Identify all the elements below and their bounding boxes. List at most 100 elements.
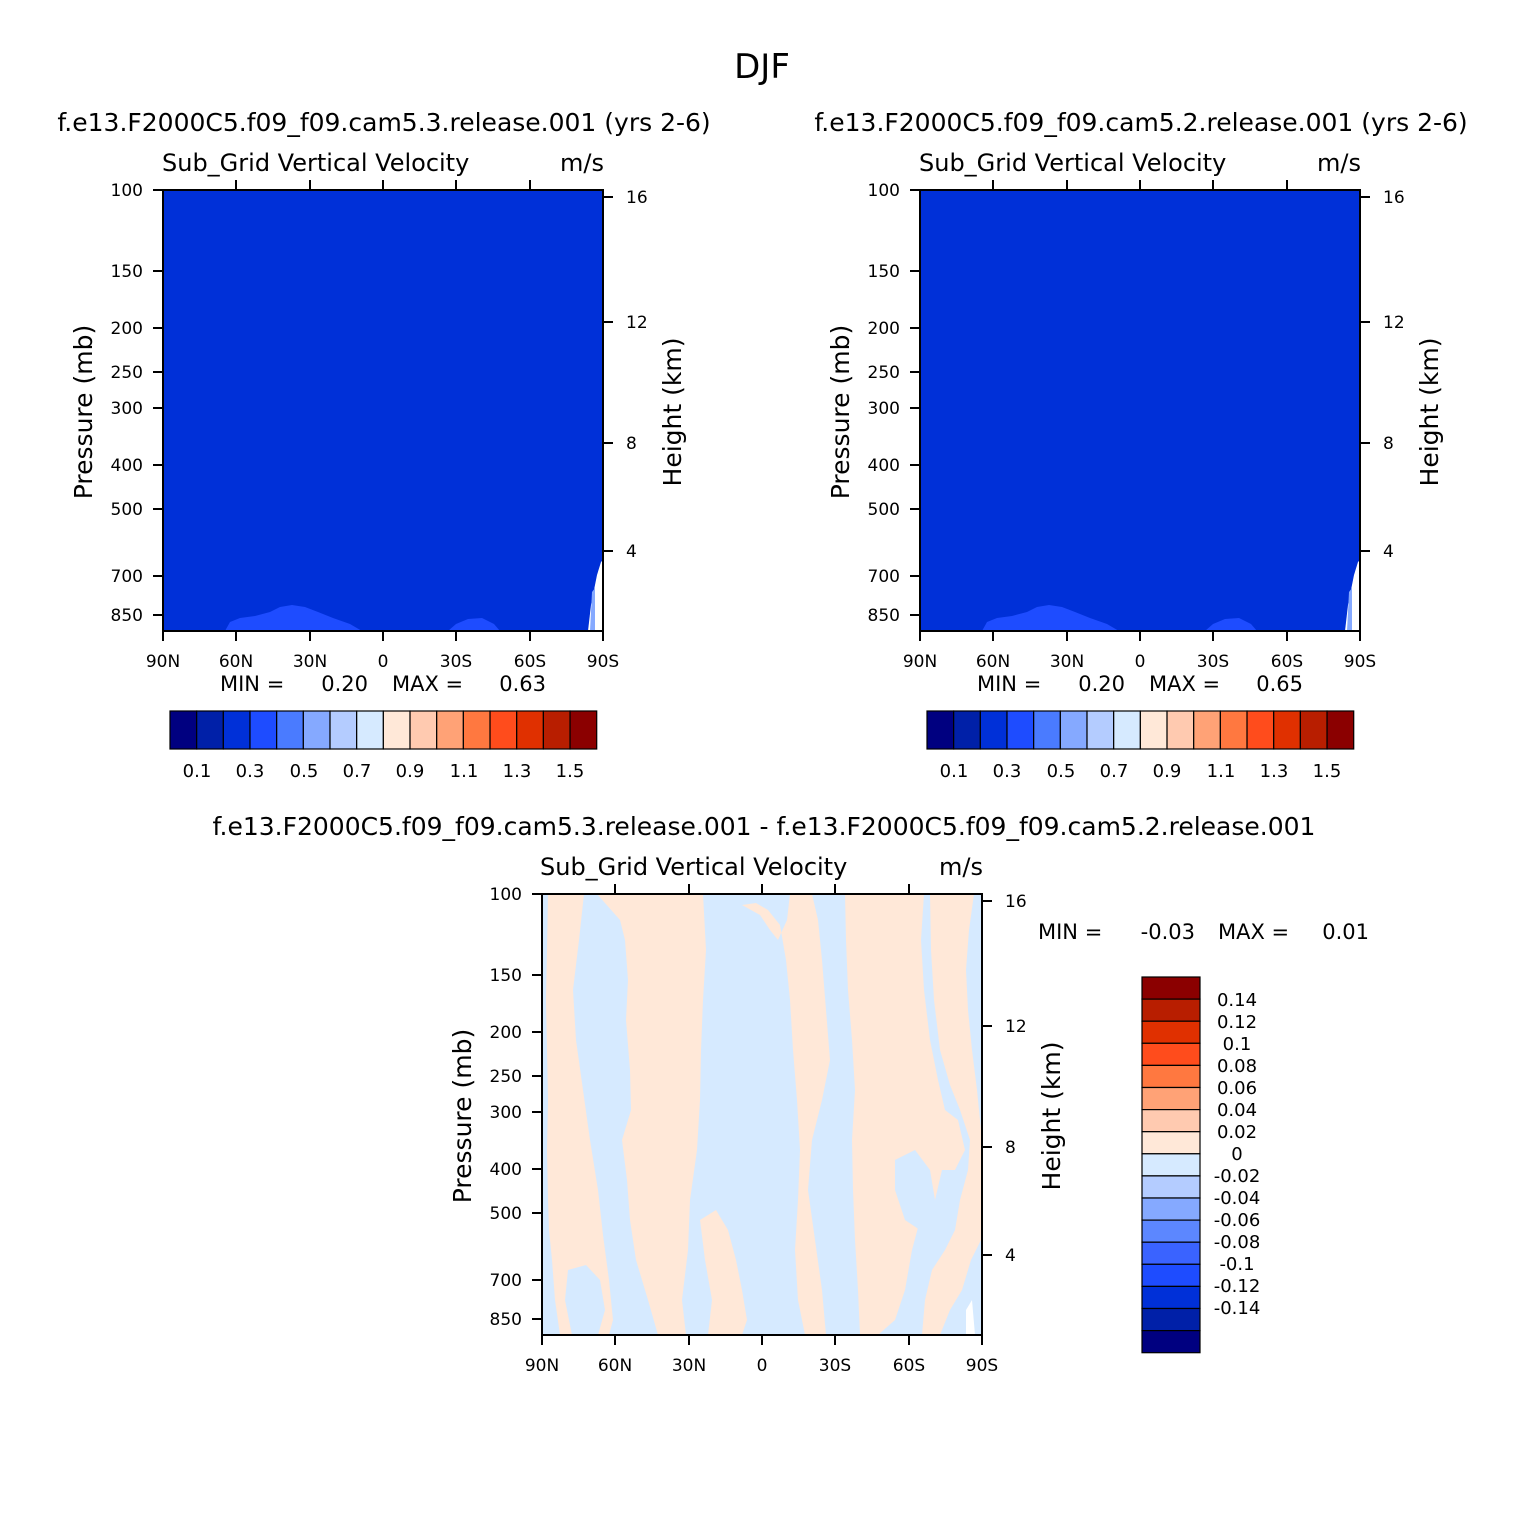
panel-2-ytick-label: 500 — [868, 500, 900, 520]
panel-1: f.e13.F2000C5.f09_f09.cam5.3.release.001… — [57, 108, 710, 782]
panel-1-y2tick-label: 8 — [626, 434, 637, 454]
panel-2-colorbar-label: 0.7 — [1100, 761, 1129, 782]
panel-3-fill-negative-pocket — [895, 1150, 935, 1230]
panel-1-xtick-label: 60N — [219, 652, 253, 672]
panel-2-y2tick-label: 4 — [1383, 542, 1394, 562]
colorbar-swatch — [1059, 710, 1088, 750]
panel-1-contour-field — [163, 190, 603, 631]
panel-3-colorbar-label: 0.02 — [1217, 1122, 1257, 1143]
colorbar-swatch — [1141, 1219, 1201, 1243]
panel-3-x-tick-labels: 90N 60N 30N 0 30S 60S 90S — [525, 1356, 998, 1376]
panel-1-ytick-label: 700 — [111, 567, 143, 587]
panel-3-ytick-label: 500 — [490, 1204, 522, 1224]
panel-3-xtick-label: 30N — [672, 1356, 706, 1376]
panel-3-colorbar-label: -0.02 — [1214, 1166, 1261, 1187]
colorbar-swatch — [356, 710, 384, 750]
colorbar-swatch — [1166, 710, 1195, 750]
panel-3-colorbar-label: -0.06 — [1214, 1210, 1261, 1231]
panel-2-y2tick-label: 8 — [1383, 434, 1394, 454]
panel-2-colorbar-label: 1.3 — [1260, 761, 1289, 782]
panel-3-y2-ticks — [982, 900, 992, 1256]
panel-1-xtick-label: 90N — [146, 652, 180, 672]
panel-2-fill-light-strip — [1347, 588, 1352, 631]
panel-3-min-label: MIN = — [1038, 920, 1102, 944]
panel-1-colorbar — [169, 710, 598, 750]
colorbar-swatch — [926, 710, 955, 750]
panel-3-fill-positive-band — [922, 894, 981, 1335]
panel-2-y-tick-labels: 100 150 200 250 300 400 500 700 850 — [868, 181, 900, 626]
panel-3-x-ticks — [541, 884, 983, 1345]
panel-2-ytick-label: 200 — [868, 319, 900, 339]
colorbar-swatch — [1246, 710, 1275, 750]
panel-3-colorbar-label: 0.04 — [1217, 1100, 1257, 1121]
colorbar-swatch — [1141, 1329, 1201, 1354]
colorbar-swatch — [1139, 710, 1168, 750]
panel-3-y-tick-labels: 100 150 200 250 300 400 500 700 850 — [490, 885, 522, 1330]
colorbar-swatch — [569, 710, 598, 750]
colorbar-swatch — [1141, 1131, 1201, 1155]
panel-2-contour-field — [920, 190, 1360, 631]
panel-1-ytick-label: 100 — [111, 181, 143, 201]
panel-1-min-label: MIN = — [220, 672, 284, 696]
colorbar-swatch — [1141, 1108, 1201, 1133]
panel-3-xtick-label: 90N — [525, 1356, 559, 1376]
panel-1-ytick-label: 850 — [111, 606, 143, 626]
panel-3-ytick-label: 200 — [490, 1023, 522, 1043]
panel-1-ytick-label: 400 — [111, 456, 143, 476]
panel-1-y2tick-label: 16 — [626, 188, 648, 208]
panel-3-ytick-label: 100 — [490, 885, 522, 905]
panel-3-colorbar-label: 0.1 — [1223, 1034, 1252, 1055]
panel-1-colorbar-label: 0.7 — [343, 761, 372, 782]
panel-3-xtick-label: 0 — [757, 1356, 768, 1376]
panel-3-xtick-label: 30S — [819, 1356, 851, 1376]
colorbar-swatch — [542, 710, 571, 750]
panel-2-colorbar-label: 1.5 — [1313, 761, 1342, 782]
panel-1-x-ticks — [162, 180, 604, 641]
panel-1-y2-tick-labels: 16 12 8 4 — [626, 188, 648, 562]
panel-3-ytick-label: 250 — [490, 1067, 522, 1087]
panel-1-colorbar-label: 1.5 — [556, 761, 585, 782]
panel-1-xtick-label: 30N — [293, 652, 327, 672]
panel-1-colorbar-labels: 0.1 0.3 0.5 0.7 0.9 1.1 1.3 1.5 — [183, 761, 585, 782]
colorbar-swatch — [436, 710, 464, 750]
panel-2-variable: Sub_Grid Vertical Velocity — [919, 149, 1226, 177]
panel-2-fill-base — [920, 190, 1360, 631]
panel-3-max-label: MAX = — [1218, 920, 1289, 944]
panel-3-colorbar-label: -0.04 — [1214, 1188, 1261, 1209]
panel-1-ytick-label: 150 — [111, 262, 143, 282]
panel-2-colorbar-label: 0.1 — [940, 761, 969, 782]
panel-1-ytick-label: 200 — [111, 319, 143, 339]
colorbar-swatch — [1219, 710, 1248, 750]
panel-2-xtick-label: 90N — [903, 652, 937, 672]
colorbar-swatch — [1113, 710, 1141, 750]
panel-1-colorbar-label: 1.3 — [503, 761, 532, 782]
panel-3-min-value: -0.03 — [1141, 920, 1195, 944]
colorbar-swatch — [1141, 1064, 1201, 1089]
panel-3-max-value: 0.01 — [1322, 920, 1369, 944]
panel-1-ylabel: Pressure (mb) — [69, 325, 98, 499]
panel-3-ylabel: Pressure (mb) — [448, 1029, 477, 1203]
colorbar-swatch — [276, 710, 304, 750]
panel-3-colorbar-label: -0.14 — [1214, 1298, 1261, 1319]
panel-2-colorbar-label: 0.3 — [993, 761, 1022, 782]
colorbar-swatch — [953, 710, 981, 750]
panel-1-x-tick-labels: 90N 60N 30N 0 30S 60S 90S — [146, 652, 619, 672]
panel-3-ytick-label: 400 — [490, 1160, 522, 1180]
panel-1-ytick-label: 250 — [111, 363, 143, 383]
colorbar-swatch — [489, 710, 518, 750]
panel-1-colorbar-label: 0.3 — [236, 761, 265, 782]
colorbar-swatch — [249, 710, 278, 750]
panel-2-colorbar-label: 0.5 — [1047, 761, 1076, 782]
panel-1-xtick-label: 0 — [378, 652, 389, 672]
panel-2-y2tick-label: 16 — [1383, 188, 1405, 208]
panel-3-colorbar-labels: 0.14 0.12 0.1 0.08 0.06 0.04 0.02 0 -0.0… — [1214, 990, 1261, 1319]
panel-3-fill-positive-band — [546, 894, 613, 1335]
panel-3-variable: Sub_Grid Vertical Velocity — [540, 853, 847, 881]
colorbar-swatch — [382, 710, 411, 750]
colorbar-swatch — [1141, 1020, 1201, 1044]
colorbar-swatch — [1141, 1285, 1201, 1310]
panel-1-colorbar-label: 0.5 — [290, 761, 319, 782]
colorbar-swatch — [1193, 710, 1221, 750]
colorbar-swatch — [1141, 1197, 1201, 1221]
panel-2-colorbar-labels: 0.1 0.3 0.5 0.7 0.9 1.1 1.3 1.5 — [940, 761, 1342, 782]
